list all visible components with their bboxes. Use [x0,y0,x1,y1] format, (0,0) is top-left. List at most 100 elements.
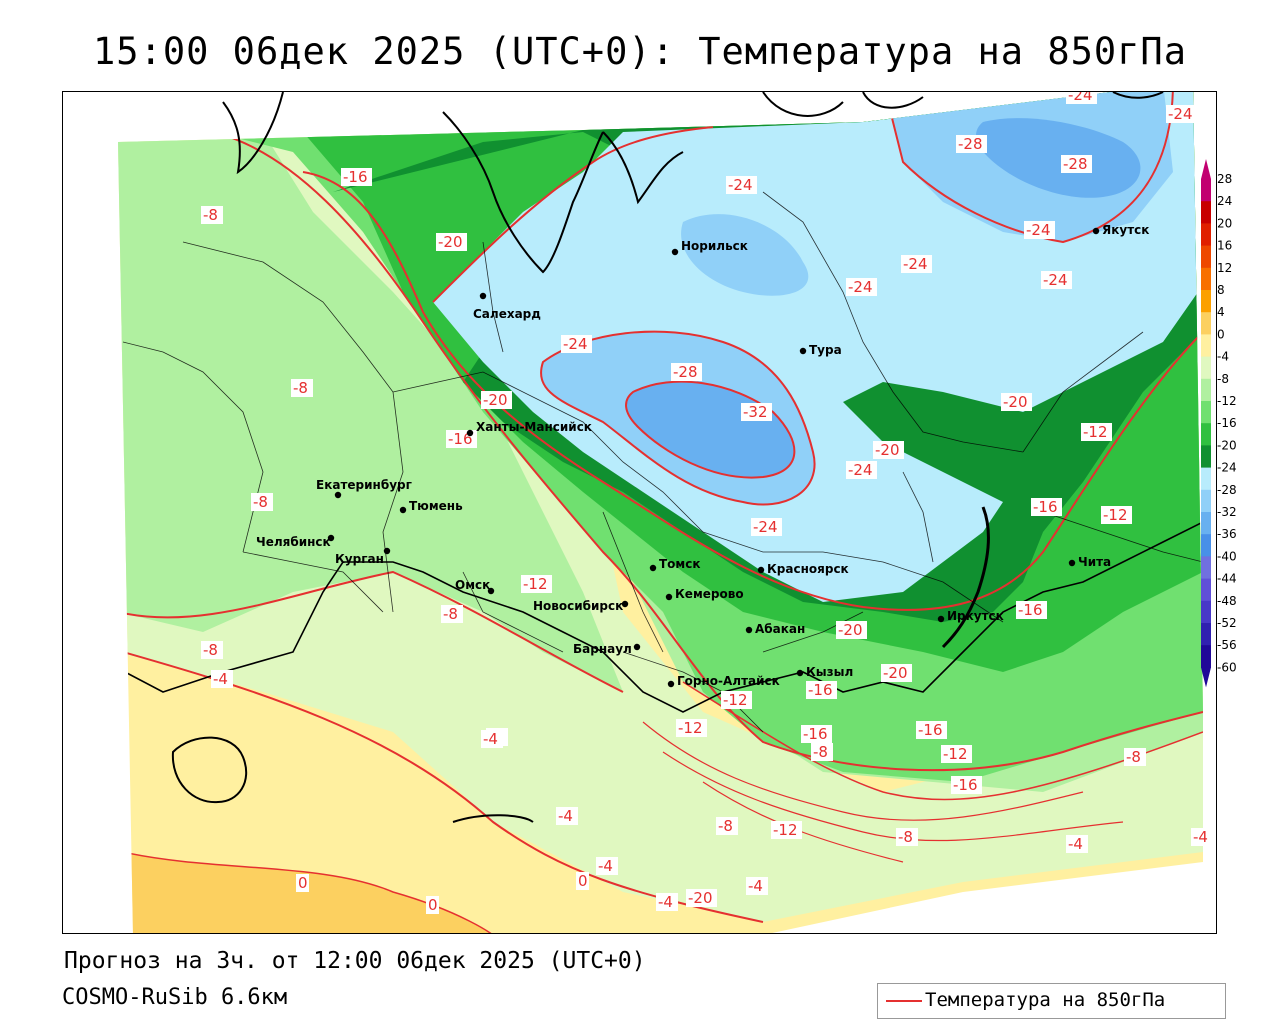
contour-label: -16 [343,168,368,186]
contour-label: -28 [958,135,983,153]
scale-swatch [1201,445,1211,469]
contour-label-bg [291,379,313,397]
contour-label-bg [1124,748,1146,766]
contour-label: -12 [1083,423,1108,441]
scale-swatch [1201,312,1211,335]
contour-label-bg [576,872,589,890]
contour-label: -20 [1003,393,1028,411]
contour-label: -8 [253,493,268,511]
scale-tick-label: -48 [1217,594,1237,608]
contour-label-bg [686,889,717,907]
contour-label-bg [1031,498,1062,516]
contour-label-bg [671,363,702,381]
city-dot [667,680,675,688]
contour-label-bg [901,255,932,273]
contour-label: -16 [808,681,833,699]
contour-label: -20 [883,664,908,682]
scale-tick-label: 8 [1217,283,1225,297]
contour-label-bg [211,670,233,688]
color-scale: 28 24 20 16 12 8 4 0 -4 -8 -12 -16 -20 -24 -28 -32 -36 -4… [1201,159,1237,688]
city-label: Барнаул [573,642,632,656]
city-label: Томск [659,557,701,571]
contour-label: -24 [848,278,873,296]
arctic-coast [222,92,1164,274]
city-dot [1092,227,1100,235]
contour-label-bg [896,828,918,846]
scale-swatch [1201,201,1211,224]
contour-label-bg [201,641,223,659]
scale-swatch [1201,401,1211,424]
scale-swatch [1201,534,1211,557]
contour-label: -24 [1068,92,1093,104]
city-label: Норильск [681,239,748,253]
contour-label-bg [916,721,947,739]
city-dot [1068,559,1076,567]
contour-label-bg [1066,92,1097,104]
city-dot [479,292,487,300]
contour-label-bg [1041,271,1072,289]
forecast-info: Прогноз на 3ч. от 12:00 06дек 2025 (UTC+… [64,948,646,974]
city-dot [633,643,641,651]
scale-tick-label: -60 [1217,660,1237,674]
scale-tick-label: 28 [1217,172,1232,186]
contour-label-bg [951,776,982,794]
contour-label: -16 [918,721,943,739]
contour-label-bg [556,807,578,825]
scale-tick-label: -32 [1217,505,1237,519]
city-label: Новосибирск [533,599,623,613]
city-label: Тюмень [409,499,463,513]
contour-label: -12 [678,719,703,737]
city-dot [649,564,657,572]
scale-tick-label: 24 [1217,194,1232,208]
zone-minus32-north [976,118,1141,198]
city-label: Чита [1078,555,1111,569]
map-canvas: -16-8-20-24-24-28-24-28-24-24-24-24-24-2… [118,92,1213,933]
contour-label-bg [1016,601,1047,619]
contour-label: -16 [953,776,978,794]
scale-tick-label: -20 [1217,438,1237,452]
contour-label: -12 [943,745,968,763]
scale-swatch [1201,245,1211,269]
scale-tick-label: -44 [1217,572,1237,586]
city-label: Абакан [755,622,805,636]
contour-label-bg [1001,393,1032,411]
city-label: Салехард [473,307,541,321]
contour-label: -24 [563,335,588,353]
contour-label-bg [881,664,912,682]
city-label: Горно-Алтайск [677,674,780,688]
contour-label: -24 [848,461,873,479]
scale-tick-label: -28 [1217,483,1237,497]
contour-label-bg [426,896,439,914]
contour-label: -8 [293,379,308,397]
contour-label: -8 [1126,748,1141,766]
contour-label: 0 [578,872,588,890]
contour-label-bg [846,278,877,296]
contour-label-bg [811,743,833,761]
contour-label-bg [1166,105,1197,123]
scale-arrow-top [1201,159,1211,179]
contour-label: -16 [803,725,828,743]
contour-label: -16 [1018,601,1043,619]
city-dot [466,429,474,437]
contour-label-bg [741,403,772,421]
scale-swatch [1201,334,1211,358]
scale-swatch [1201,290,1211,313]
lake-baikal [941,506,990,649]
contour-label: -32 [743,403,768,421]
contour-label-bg [436,233,467,251]
contour-label-bg [941,745,972,763]
contour-label: -24 [728,176,753,194]
contour-label: -4 [1068,835,1083,853]
contour-label: -8 [718,817,733,835]
contour-label-bg [806,681,837,699]
contour-label: -4 [213,670,228,688]
contour-label-bg [296,874,309,892]
city-dot [665,593,673,601]
contour-label: -12 [723,691,748,709]
contour-label: -24 [753,518,778,536]
zone-minus28-patch [681,214,809,296]
contour-label: -8 [898,828,913,846]
contour-label-bg [656,893,678,911]
contour-label: -8 [443,605,458,623]
contour-label: -4 [1193,828,1208,846]
